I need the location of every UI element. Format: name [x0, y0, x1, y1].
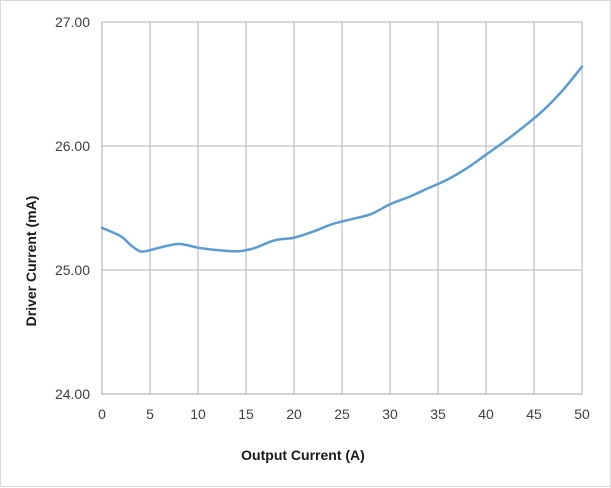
x-tick-label: 45: [526, 406, 542, 422]
x-tick-label: 0: [98, 406, 106, 422]
x-tick-label: 5: [146, 406, 154, 422]
plot-border: [101, 22, 582, 395]
x-tick-label: 30: [382, 406, 398, 422]
x-tick-label: 10: [190, 406, 206, 422]
y-tick-labels: 24.00 25.00 26.00 27.00: [55, 14, 90, 402]
grid-lines: [102, 21, 583, 394]
y-tick-label: 27.00: [55, 14, 90, 30]
series-layer: [100, 65, 584, 253]
x-tick-label: 35: [430, 406, 446, 422]
x-tick-label: 40: [478, 406, 494, 422]
x-tick-label: 15: [238, 406, 254, 422]
x-tick-label: 25: [334, 406, 350, 422]
y-axis-title: Driver Current (mA): [23, 196, 39, 327]
x-tick-label: 20: [286, 406, 302, 422]
x-tick-label: 50: [574, 406, 590, 422]
y-tick-label: 24.00: [55, 386, 90, 402]
series-line: [100, 65, 584, 253]
x-axis-title: Output Current (A): [241, 447, 365, 463]
x-tick-labels: 0 5 10 15 20 25 30 35 40 45 50: [98, 406, 590, 422]
y-tick-label: 25.00: [55, 262, 90, 278]
y-tick-label: 26.00: [55, 138, 90, 154]
